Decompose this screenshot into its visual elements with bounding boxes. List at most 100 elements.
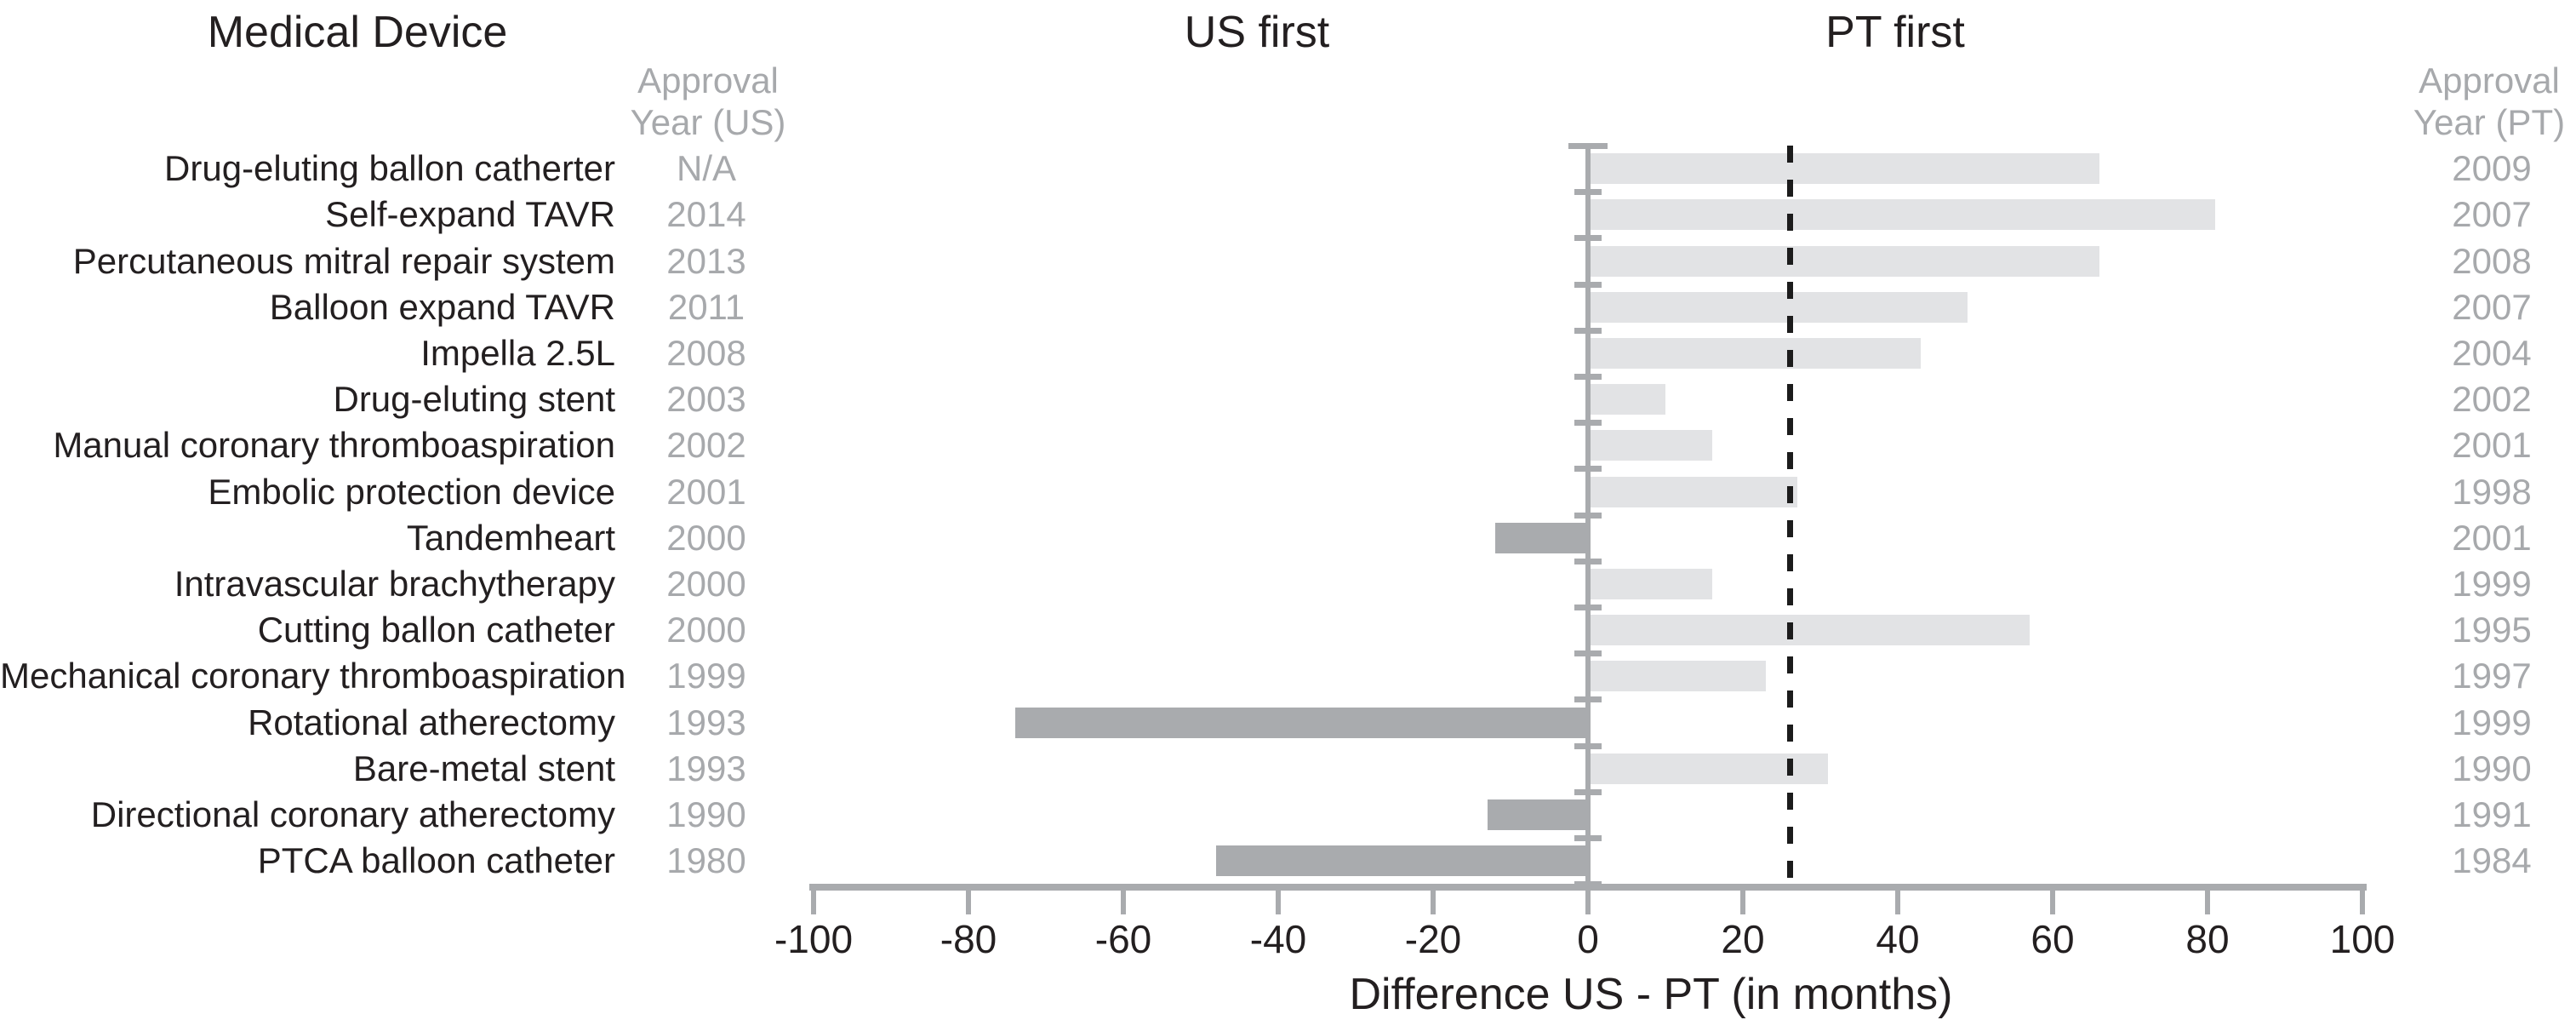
row-boundary-tick	[1574, 466, 1602, 473]
x-axis-tick-label: 100	[2329, 917, 2396, 961]
pt-approval-year-label: 2007	[2452, 194, 2532, 235]
device-label: Rotational atherectomy	[248, 702, 615, 742]
diff-bar	[1216, 845, 1588, 877]
diff-bar	[1588, 615, 2030, 646]
diff-bar	[1588, 568, 1712, 599]
x-axis-tick-label: -100	[774, 917, 854, 961]
diff-bar	[1588, 291, 1968, 323]
x-axis-tick-label: 20	[1721, 917, 1765, 961]
us-approval-year-label: 2011	[667, 286, 745, 327]
device-label: Embolic protection device	[208, 471, 615, 512]
row-boundary-tick	[1574, 788, 1602, 795]
diff-bar	[1588, 384, 1665, 415]
x-axis-tick	[2050, 889, 2055, 915]
x-axis-tick-label: 0	[1577, 917, 1599, 961]
pt-approval-year-label: 1998	[2452, 471, 2532, 512]
row-boundary-tick	[1574, 420, 1602, 427]
diff-bar	[1588, 661, 1767, 692]
x-axis-tick	[966, 889, 971, 915]
row-boundary-tick	[1574, 742, 1602, 749]
device-label: Self-expand TAVR	[325, 194, 615, 235]
device-label: Directional coronary atherectomy	[90, 794, 615, 834]
diff-bar	[1588, 337, 1922, 369]
pt-approval-year-label: 1997	[2452, 656, 2532, 696]
device-label: PTCA balloon catheter	[257, 840, 615, 881]
us-approval-year-label: 1999	[666, 656, 746, 696]
us-approval-year-label: 2000	[666, 563, 746, 604]
us-approval-year-label: 2003	[666, 379, 746, 420]
us-approval-year-label: 2001	[666, 471, 746, 512]
zero-axis-line	[1585, 146, 1591, 891]
row-boundary-tick	[1574, 696, 1602, 703]
row-boundary-tick	[1574, 235, 1602, 242]
us-approval-year-label: 2008	[666, 332, 746, 373]
diff-bar	[1588, 430, 1712, 461]
x-axis-tick-label: -20	[1404, 917, 1462, 961]
row-boundary-tick	[1574, 605, 1602, 610]
x-axis-line	[809, 884, 2367, 891]
x-axis-tick	[2360, 889, 2365, 915]
x-axis-tick	[1276, 889, 1281, 915]
us-approval-year-label: N/A	[676, 148, 737, 189]
pt-approval-year-label: 2001	[2452, 517, 2532, 558]
x-axis-tick	[1895, 889, 1900, 915]
device-label: Bare-metal stent	[352, 748, 615, 788]
us-approval-year-label: 2014	[666, 194, 746, 235]
diff-bar	[1588, 199, 2216, 231]
pt-approval-year-label: 2007	[2452, 286, 2532, 327]
pt-approval-year-label: 1990	[2452, 748, 2532, 788]
approval-year-us-header: Approval Year (US)	[631, 60, 786, 143]
device-label: Percutaneous mitral repair system	[72, 240, 615, 281]
dashed-reference-line	[1786, 146, 1793, 885]
row-boundary-tick	[1574, 189, 1602, 196]
x-axis-title: Difference US - PT (in months)	[1349, 970, 1953, 1019]
pt-approval-year-label: 1999	[2452, 702, 2532, 742]
pt-approval-year-label: 1991	[2452, 794, 2532, 834]
approval-year-pt-header-line2: Year (PT)	[2413, 102, 2566, 142]
diff-bar	[1494, 522, 1588, 553]
pt-approval-year-label: 2009	[2452, 148, 2532, 189]
row-boundary-tick	[1574, 512, 1602, 519]
pt-approval-year-label: 2001	[2452, 425, 2532, 466]
device-label: Drug-eluting ballon catherter	[164, 148, 615, 189]
x-axis-tick-label: -60	[1094, 917, 1152, 961]
us-approval-year-label: 1993	[666, 748, 746, 788]
pt-approval-year-label: 1995	[2452, 610, 2532, 650]
approval-year-pt-header-line1: Approval	[2419, 60, 2560, 100]
x-axis-tick-label: 60	[2031, 917, 2075, 961]
row-boundary-tick	[1568, 143, 1608, 149]
pt-first-header: PT first	[1825, 8, 1965, 57]
x-axis-tick	[1431, 889, 1436, 915]
diff-bar	[1588, 153, 2099, 185]
x-axis-tick-label: -80	[940, 917, 997, 961]
approval-year-us-header-line1: Approval	[637, 60, 779, 100]
row-boundary-tick	[1574, 835, 1602, 841]
row-boundary-tick	[1574, 327, 1602, 334]
medical-device-column-title: Medical Device	[207, 8, 508, 57]
device-label: Tandemheart	[406, 517, 615, 558]
device-label: Balloon expand TAVR	[269, 286, 615, 327]
us-first-header: US first	[1184, 8, 1330, 57]
us-approval-year-label: 1993	[666, 702, 746, 742]
us-approval-year-label: 2002	[666, 425, 746, 466]
row-boundary-tick	[1574, 650, 1602, 657]
pt-approval-year-label: 2008	[2452, 240, 2532, 281]
x-axis-tick	[1121, 889, 1126, 915]
device-label: Impella 2.5L	[420, 332, 615, 373]
pt-approval-year-label: 1999	[2452, 563, 2532, 604]
pt-approval-year-label: 1984	[2452, 840, 2532, 881]
approval-year-pt-header: Approval Year (PT)	[2413, 60, 2565, 143]
x-axis-tick	[2205, 889, 2210, 915]
us-approval-year-label: 2013	[666, 240, 746, 281]
device-label: Drug-eluting stent	[333, 379, 615, 420]
row-boundary-tick	[1574, 558, 1602, 564]
us-approval-year-label: 2000	[666, 610, 746, 650]
device-label: Manual coronary thromboaspiration	[53, 425, 615, 466]
pt-approval-year-label: 2002	[2452, 379, 2532, 420]
x-axis-tick-label: 80	[2185, 917, 2230, 961]
row-boundary-tick	[1574, 374, 1602, 380]
diff-bar	[1014, 707, 1588, 738]
us-approval-year-label: 1990	[666, 794, 746, 834]
x-axis-tick-label: -40	[1249, 917, 1307, 961]
